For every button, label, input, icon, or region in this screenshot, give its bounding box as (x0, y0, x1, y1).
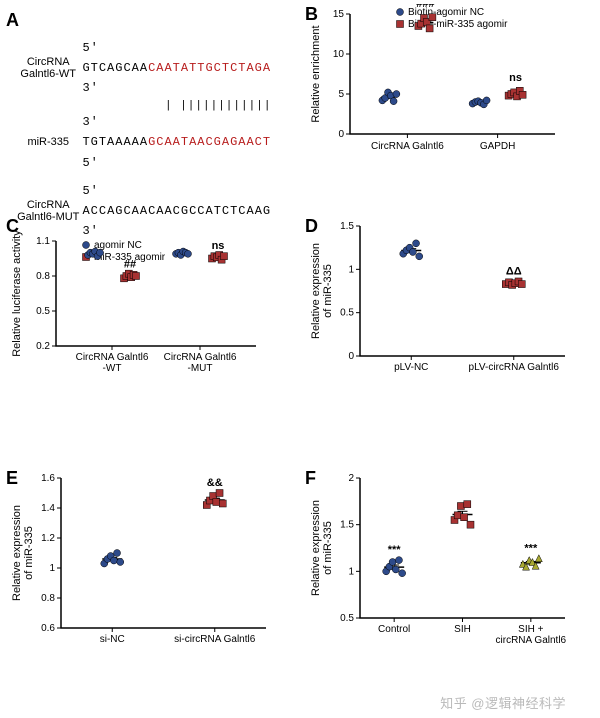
svg-text:ns: ns (212, 240, 225, 252)
svg-text:ns: ns (509, 72, 522, 84)
svg-text:of miR-335: of miR-335 (322, 264, 334, 318)
seq-label-mir: miR-335 (14, 136, 82, 148)
svg-text:1: 1 (348, 264, 354, 275)
svg-text:0.5: 0.5 (340, 613, 354, 624)
svg-text:0: 0 (338, 129, 344, 140)
panel-e-plot: 0.6 0.8 1 1.2 1.4 1.6 Relative expressionof mi… (6, 468, 296, 703)
svg-text:of miR-335: of miR-335 (322, 521, 334, 575)
svg-text:Control: Control (378, 624, 410, 635)
svg-text:pLV-NC: pLV-NC (394, 362, 428, 373)
seq-mir335: 3' TGTAAAAAGCAATAACGAGAACT 5' (82, 112, 286, 173)
svg-text:-MUT: -MUT (188, 363, 213, 374)
svg-text:of miR-335: of miR-335 (23, 526, 35, 580)
seq-label-wt: CircRNA Galntl6-WT (14, 56, 82, 80)
svg-text:circRNA Galntl6: circRNA Galntl6 (496, 635, 567, 646)
svg-text:2: 2 (348, 473, 354, 484)
svg-text:0.8: 0.8 (41, 593, 55, 604)
svg-text:si-circRNA Galntl6: si-circRNA Galntl6 (174, 634, 256, 645)
svg-text:1.4: 1.4 (41, 503, 55, 514)
panel-a-label: A (6, 10, 19, 31)
svg-text:-WT: -WT (103, 363, 122, 374)
seq-wt: 5' GTCAGCAACAATATTGCTCTAGA 3' (82, 38, 286, 99)
svg-text:GAPDH: GAPDH (480, 141, 516, 152)
svg-text:0.8: 0.8 (36, 271, 50, 282)
svg-text:***: *** (524, 542, 538, 554)
svg-text:1: 1 (49, 563, 55, 574)
panel-a-sequences: CircRNA Galntl6-WT 5' GTCAGCAACAATATTGCT… (14, 38, 286, 243)
svg-text:Relative expression: Relative expression (310, 500, 322, 596)
panel-d-plot: 0 0.5 1 1.5 Relative expressionof miR-335 pLV… (305, 216, 595, 436)
svg-text:1.2: 1.2 (41, 533, 55, 544)
svg-text:0.5: 0.5 (340, 308, 354, 319)
svg-text:10: 10 (333, 49, 345, 60)
svg-text:SIH: SIH (454, 624, 471, 635)
svg-text:si-NC: si-NC (100, 634, 125, 645)
svg-text:CircRNA Galntl6: CircRNA Galntl6 (371, 141, 444, 152)
panel-b-plot: 051015Relative enrichmentBiotin-agomir N… (305, 4, 595, 194)
svg-text:Relative enrichment: Relative enrichment (310, 25, 322, 122)
svg-text:5: 5 (338, 89, 344, 100)
svg-text:Relative luciferase activity: Relative luciferase activity (11, 230, 23, 357)
svg-text:CircRNA Galntl6: CircRNA Galntl6 (76, 352, 149, 363)
svg-text:SIH +: SIH + (518, 624, 543, 635)
svg-text:ΔΔ: ΔΔ (506, 265, 522, 277)
svg-text:0.6: 0.6 (41, 623, 55, 634)
svg-text:***: *** (388, 544, 402, 556)
svg-text:1.1: 1.1 (36, 236, 50, 247)
svg-text:###: ### (416, 4, 434, 10)
watermark: 知乎 @逻辑神经科学 (440, 693, 566, 712)
svg-text:0.5: 0.5 (36, 306, 50, 317)
svg-text:1: 1 (348, 566, 354, 577)
svg-text:##: ## (124, 259, 136, 271)
svg-text:15: 15 (333, 9, 345, 20)
panel-c-plot: 0.2 0.5 0.8 1.1 Relative luciferase activity… (6, 216, 296, 436)
svg-text:0.2: 0.2 (36, 341, 50, 352)
svg-text:CircRNA Galntl6: CircRNA Galntl6 (164, 352, 237, 363)
panel-f-plot: 0.5 1 1.5 2 Relative expressionof miR-335 Con… (305, 468, 595, 703)
svg-text:pLV-circRNA Galntl6: pLV-circRNA Galntl6 (469, 362, 560, 373)
svg-text:1.5: 1.5 (340, 221, 354, 232)
svg-text:Relative expression: Relative expression (11, 505, 23, 601)
svg-text:0: 0 (348, 351, 354, 362)
svg-text:Relative expression: Relative expression (310, 243, 322, 339)
svg-text:1.6: 1.6 (41, 473, 55, 484)
svg-text:&&: && (207, 477, 223, 489)
svg-text:1.5: 1.5 (340, 520, 354, 531)
